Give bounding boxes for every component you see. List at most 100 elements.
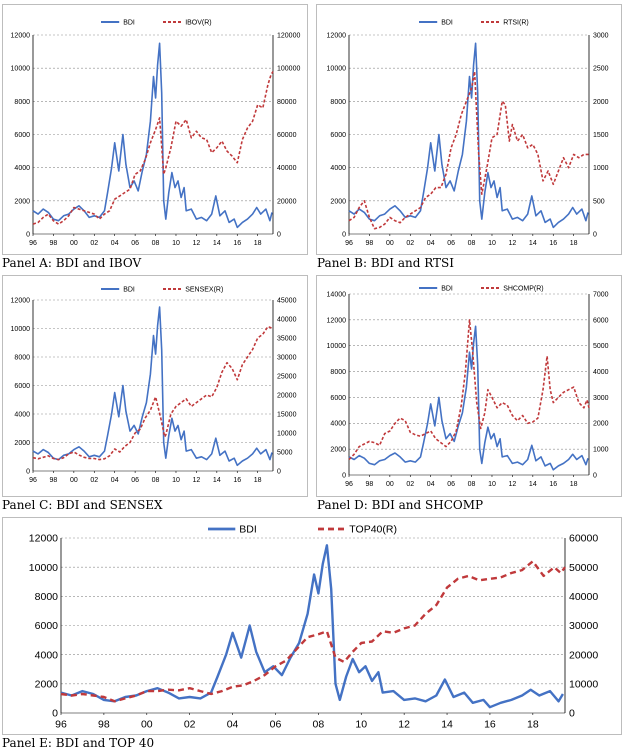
series-line-index	[32, 71, 274, 225]
y-tick-label-left: 0	[342, 231, 346, 238]
y-tick-label-right: 45000	[277, 297, 297, 304]
caption-panel-c: Panel C: BDI and SENSEX	[2, 498, 163, 512]
y-tick-label-left: 4000	[14, 165, 30, 172]
x-tick-label: 96	[345, 240, 353, 247]
y-tick-label-right: 35000	[277, 335, 297, 342]
x-tick-label: 16	[484, 719, 496, 731]
legend-label-index: SENSEX(R)	[185, 286, 223, 293]
x-tick-label: 10	[488, 481, 496, 488]
x-tick-label: 10	[355, 719, 367, 731]
y-tick-label-right: 2000	[593, 99, 609, 106]
y-tick-label-right: 3000	[593, 395, 609, 402]
y-tick-label-right: 30000	[569, 620, 598, 632]
x-tick-label: 02	[406, 481, 414, 488]
x-tick-label: 04	[227, 719, 239, 731]
y-tick-label-left: 6000	[330, 395, 346, 402]
legend-label-bdi: BDI	[441, 285, 453, 292]
x-tick-label: 08	[152, 477, 160, 484]
y-tick-label-left: 12000	[29, 533, 58, 545]
x-tick-label: 98	[50, 477, 58, 484]
x-tick-label: 08	[468, 481, 476, 488]
y-tick-label-left: 12000	[11, 32, 31, 39]
x-tick-label: 08	[152, 240, 160, 247]
y-tick-label-right: 40000	[277, 165, 297, 172]
y-tick-label-left: 10000	[11, 326, 31, 333]
x-tick-label: 96	[29, 477, 37, 484]
x-tick-label: 16	[233, 477, 241, 484]
x-tick-label: 18	[254, 477, 262, 484]
y-tick-label-left: 2000	[330, 447, 346, 454]
x-tick-label: 06	[447, 240, 455, 247]
y-tick-label-left: 12000	[327, 317, 347, 324]
y-tick-label-left: 0	[26, 468, 30, 475]
y-tick-label-right: 40000	[277, 316, 297, 323]
y-tick-label-left: 10000	[29, 562, 58, 574]
x-tick-label: 12	[509, 481, 517, 488]
y-tick-label-left: 8000	[14, 354, 30, 361]
caption-panel-e: Panel E: BDI and TOP 40	[2, 736, 155, 750]
y-tick-label-left: 10000	[327, 66, 347, 73]
x-tick-label: 00	[70, 240, 78, 247]
x-tick-label: 18	[570, 240, 578, 247]
series-line-bdi	[60, 544, 564, 709]
x-tick-label: 96	[29, 240, 37, 247]
legend-label-bdi: BDI	[123, 19, 135, 26]
x-tick-label: 04	[427, 240, 435, 247]
x-tick-label: 14	[441, 719, 453, 731]
x-tick-label: 00	[70, 477, 78, 484]
y-tick-label-right: 60000	[569, 533, 598, 545]
y-tick-label-right: 20000	[277, 392, 297, 399]
y-tick-label-left: 8000	[330, 99, 346, 106]
caption-panel-d: Panel D: BDI and SHCOMP	[317, 498, 484, 512]
x-tick-label: 06	[131, 240, 139, 247]
x-tick-label: 16	[233, 240, 241, 247]
x-tick-label: 14	[213, 240, 221, 247]
series-line-index	[348, 319, 590, 461]
x-tick-label: 02	[406, 240, 414, 247]
y-tick-label-right: 30000	[277, 354, 297, 361]
caption-panel-b: Panel B: BDI and RTSI	[317, 256, 455, 270]
y-tick-label-left: 12000	[11, 297, 31, 304]
y-tick-label-right: 100000	[277, 66, 300, 73]
chart-a-svg: 0200040006000800010000120000200004000060…	[11, 19, 301, 247]
y-tick-label-right: 80000	[277, 99, 297, 106]
x-tick-label: 00	[386, 240, 394, 247]
y-tick-label-right: 10000	[569, 679, 598, 691]
y-tick-label-left: 4000	[35, 649, 59, 661]
x-tick-label: 14	[529, 240, 537, 247]
panel-b: 0 2000 4000 6000 8000 10000 12000 0 500 1000 1500 2…	[316, 4, 622, 255]
x-tick-label: 12	[398, 719, 410, 731]
legend-label-index: RTSI(R)	[503, 19, 529, 26]
y-tick-label-left: 6000	[14, 383, 30, 390]
y-tick-label-right: 25000	[277, 373, 297, 380]
y-tick-label-right: 0	[277, 231, 281, 238]
y-tick-label-left: 12000	[327, 32, 347, 39]
y-tick-label-left: 2000	[14, 440, 30, 447]
y-tick-label-left: 0	[52, 708, 58, 720]
y-tick-label-left: 2000	[35, 679, 59, 691]
x-tick-label: 02	[90, 477, 98, 484]
y-tick-label-left: 4000	[14, 411, 30, 418]
x-tick-label: 08	[313, 719, 325, 731]
x-tick-label: 10	[172, 240, 180, 247]
chart-d-svg: 0200040006000800010000120001400001000200…	[327, 285, 609, 488]
y-tick-label-left: 6000	[14, 132, 30, 139]
x-tick-label: 16	[549, 481, 557, 488]
y-tick-label-right: 50000	[569, 562, 598, 574]
y-tick-label-left: 0	[26, 231, 30, 238]
chart-b-svg: 0200040006000800010000120000500100015002…	[327, 19, 609, 247]
y-tick-label-right: 0	[593, 472, 597, 479]
series-line-bdi	[32, 306, 273, 467]
x-tick-label: 14	[529, 481, 537, 488]
y-tick-label-right: 20000	[569, 649, 598, 661]
y-tick-label-right: 40000	[569, 591, 598, 603]
x-tick-label: 18	[570, 481, 578, 488]
x-tick-label: 18	[527, 719, 539, 731]
y-tick-label-right: 2000	[593, 421, 609, 428]
y-tick-label-left: 10000	[11, 66, 31, 73]
x-tick-label: 02	[90, 240, 98, 247]
y-tick-label-left: 10000	[327, 343, 347, 350]
y-tick-label-left: 14000	[327, 291, 347, 298]
y-tick-label-right: 500	[593, 198, 605, 205]
x-tick-label: 04	[111, 240, 119, 247]
